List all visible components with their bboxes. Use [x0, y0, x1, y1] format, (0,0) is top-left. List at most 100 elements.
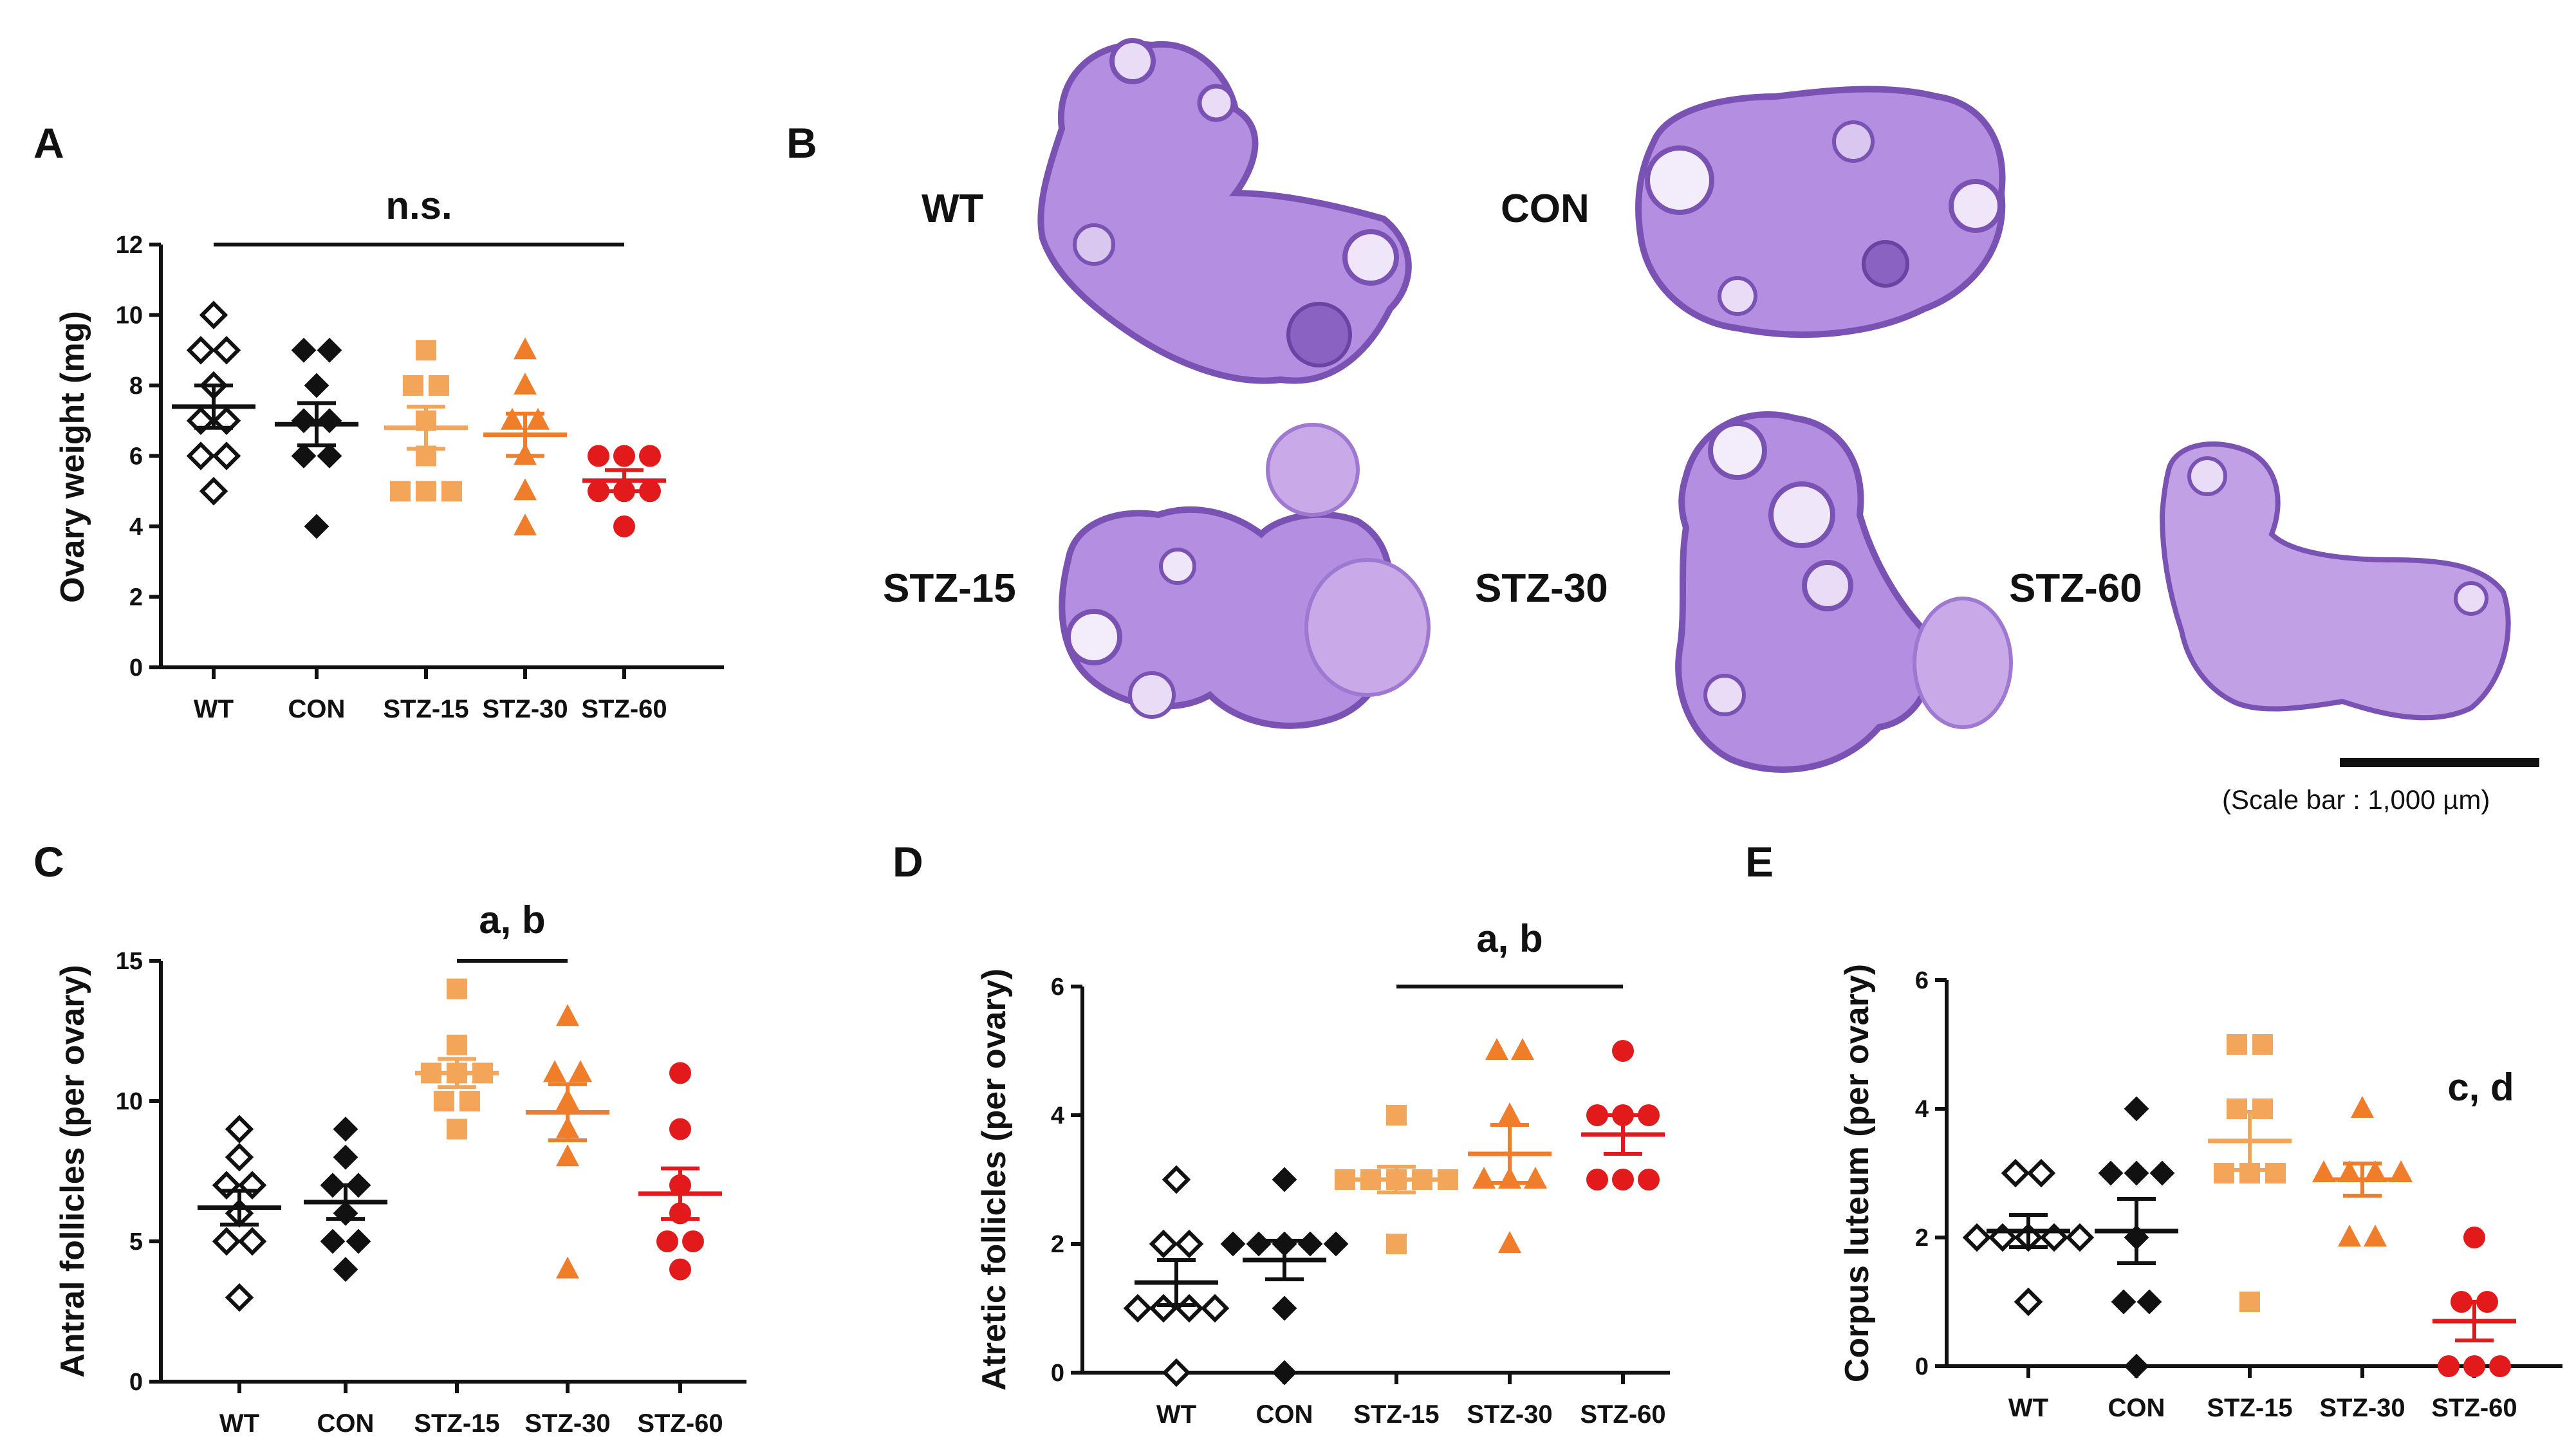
data-point — [1638, 1169, 1660, 1191]
data-point — [2026, 1158, 2056, 1188]
data-point — [2338, 1225, 2361, 1247]
follicle-shape — [1159, 548, 1196, 585]
x-tick-label: STZ-30 — [524, 1409, 610, 1438]
data-point — [1272, 1167, 1297, 1192]
y-tick-label: 5 — [129, 1228, 143, 1256]
significance-label: a, b — [479, 898, 545, 941]
data-point — [2214, 1163, 2234, 1183]
data-point — [2389, 1160, 2413, 1182]
x-tick-label: STZ-30 — [1467, 1400, 1552, 1429]
follicle-shape — [1128, 671, 1176, 719]
data-point — [333, 1144, 358, 1170]
x-tick-label: STZ-60 — [637, 1409, 723, 1438]
data-point — [2338, 1160, 2361, 1182]
data-point — [569, 1060, 592, 1082]
data-point — [447, 1118, 467, 1140]
follicle-shape — [1832, 120, 1875, 163]
data-point — [212, 441, 241, 470]
series-wt — [198, 1115, 281, 1312]
data-point — [2065, 1223, 2095, 1252]
data-point — [1174, 1229, 1204, 1259]
follicle-shape — [1768, 481, 1835, 548]
chart-panel-c: C 0 5 10 15 Antral follicles (per ovary) WT CON… — [33, 838, 746, 1438]
data-point — [514, 478, 537, 501]
data-point — [441, 481, 462, 502]
x-tick-label: STZ-15 — [2207, 1394, 2292, 1422]
data-point — [416, 481, 436, 502]
series-con — [1220, 1167, 1349, 1386]
series-stz-15 — [1335, 1105, 1458, 1254]
data-point — [613, 445, 635, 467]
y-tick-label: 10 — [116, 1088, 143, 1115]
data-point — [429, 375, 449, 396]
data-point — [390, 481, 411, 502]
data-point — [514, 514, 537, 535]
data-point — [2489, 1355, 2511, 1377]
data-point — [543, 1060, 566, 1082]
data-point — [1162, 1358, 1191, 1387]
follicle-shape — [1266, 423, 1360, 517]
data-point — [186, 336, 216, 365]
follicle-shape — [1913, 597, 2013, 729]
panel-letter-a: A — [33, 119, 64, 167]
series-stz-15 — [415, 978, 499, 1140]
data-point — [317, 443, 342, 468]
y-tick-label: 15 — [116, 948, 143, 975]
data-point — [333, 1117, 358, 1142]
x-tick-label: CON — [317, 1409, 375, 1438]
data-point — [2252, 1034, 2273, 1055]
x-tick-label: CON — [1256, 1400, 1313, 1429]
image-label-stz-15: STZ-15 — [883, 566, 1016, 611]
data-point — [1123, 1293, 1153, 1323]
data-point — [669, 1062, 691, 1084]
x-tick-label: WT — [2008, 1394, 2048, 1422]
data-point — [556, 1144, 579, 1167]
data-point — [199, 301, 228, 329]
series-stz-30 — [1468, 1038, 1552, 1253]
x-tick-label: STZ-15 — [414, 1409, 499, 1438]
data-point — [2312, 1160, 2335, 1182]
follicle-shape — [1197, 84, 1236, 122]
y-axis-label: Atretic follicles (per ovary) — [976, 969, 1013, 1391]
data-point — [501, 407, 524, 430]
y-tick-label: 0 — [129, 654, 143, 681]
data-point — [2098, 1160, 2124, 1186]
data-point — [304, 373, 329, 398]
x-tick-label: STZ-60 — [2431, 1394, 2517, 1422]
data-point — [1498, 1102, 1521, 1124]
series-wt — [1123, 1165, 1230, 1387]
y-tick-label: 8 — [129, 373, 143, 400]
y-tick-label: 2 — [1915, 1225, 1929, 1252]
follicle-shape — [1342, 229, 1399, 286]
follicle-shape — [1862, 240, 1909, 288]
series-stz-60 — [582, 445, 666, 537]
series-wt — [1962, 1158, 2095, 1317]
x-tick-label: WT — [1156, 1400, 1196, 1429]
data-point — [225, 1115, 254, 1144]
data-point — [212, 1171, 241, 1200]
tissue-section-con — [1635, 86, 2006, 338]
series-con — [275, 337, 358, 539]
scale-bar-label: (Scale bar : 1,000 µm) — [2222, 784, 2490, 815]
data-point — [2265, 1163, 2286, 1183]
follicle-shape — [1703, 674, 1746, 716]
y-tick-label: 6 — [1051, 974, 1064, 1001]
follicle-shape — [2187, 456, 2227, 496]
data-point — [1511, 1038, 1534, 1060]
follicle-shape — [2454, 581, 2488, 616]
y-tick-label: 10 — [116, 302, 143, 329]
data-point — [2136, 1289, 2162, 1315]
data-point — [2252, 1098, 2273, 1119]
y-tick-label: 4 — [1915, 1096, 1929, 1123]
data-point — [514, 337, 537, 360]
data-point — [1485, 1038, 1508, 1060]
data-point — [1524, 1167, 1547, 1189]
data-point — [2001, 1158, 2030, 1188]
histology-image-stz-60: STZ-60 — [2009, 441, 2511, 721]
follicle-shape — [1645, 145, 1714, 215]
data-point — [2227, 1098, 2247, 1119]
data-point — [317, 408, 342, 434]
data-point — [2014, 1287, 2043, 1317]
data-point — [2463, 1227, 2485, 1248]
